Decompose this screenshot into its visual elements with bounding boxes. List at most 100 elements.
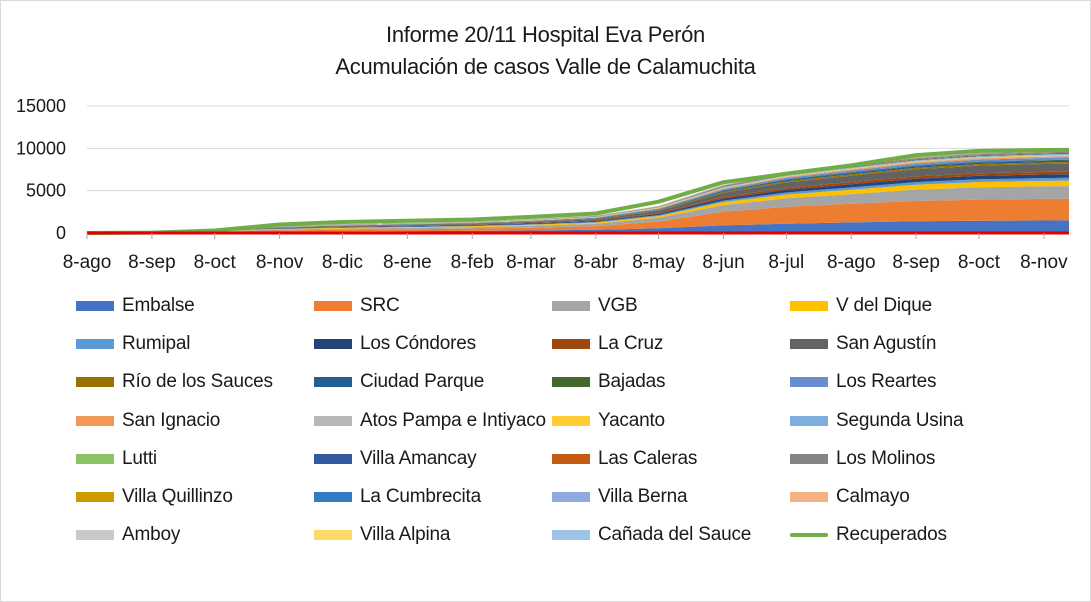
legend-label: VGB — [598, 295, 638, 316]
legend-item: VGB — [552, 294, 638, 318]
legend-swatch — [552, 339, 590, 350]
legend-label: Villa Alpina — [360, 524, 451, 546]
legend-label: Segunda Usina — [836, 409, 964, 431]
x-tick-label: 8-ago — [63, 252, 112, 273]
x-tick-label: 8-oct — [958, 252, 1001, 273]
chart-plot: 0 5000 10000 15000 8-ago 8-sep 8-oct 8-nov 8-dic… — [16, 96, 1070, 273]
legend-swatch — [552, 301, 590, 311]
legend-swatch — [314, 492, 352, 502]
legend-label: Los Molinos — [836, 447, 936, 469]
x-tick-label: 8-ago — [827, 252, 876, 273]
legend-swatch — [552, 453, 590, 464]
legend-label: San Ignacio — [122, 409, 221, 431]
legend-swatch — [552, 415, 590, 426]
legend-swatch — [790, 415, 828, 426]
legend-item: Ciudad Parque — [314, 370, 484, 394]
legend-item: SRC — [314, 294, 400, 318]
legend-item: Recuperados — [790, 523, 947, 547]
legend-swatch — [76, 453, 114, 464]
area-series — [87, 177, 1069, 233]
x-tick-label: 8-feb — [451, 252, 494, 273]
legend-item: Bajadas — [552, 370, 665, 394]
legend-label: Bajadas — [598, 371, 666, 393]
legend-item: Calmayo — [790, 485, 910, 509]
legend-label: Los Cóndores — [360, 333, 476, 355]
legend-swatch — [314, 339, 352, 350]
legend-swatch — [790, 339, 828, 350]
legend-swatch — [314, 453, 352, 464]
legend-label: SRC — [360, 295, 400, 316]
legend-item: Los Cóndores — [314, 332, 476, 356]
legend-label: Villa Berna — [598, 486, 688, 507]
legend-item: Yacanto — [552, 409, 665, 433]
legend-label: La Cumbrecita — [360, 486, 481, 507]
area-series — [87, 180, 1069, 233]
legend-item: Segunda Usina — [790, 409, 964, 433]
legend-item: Rumipal — [76, 332, 190, 356]
legend-swatch — [76, 530, 114, 541]
legend-label: Atos Pampa e Intiyaco — [360, 409, 546, 431]
legend-label: Recuperados — [836, 524, 947, 546]
y-tick-label: 15000 — [16, 96, 66, 116]
x-tick-label: 8-jun — [702, 252, 744, 273]
x-tick-label: 8-nov — [1020, 252, 1068, 273]
legend-swatch — [552, 492, 590, 502]
legend-item: Las Caleras — [552, 447, 697, 471]
legend-item: Río de los Sauces — [76, 370, 273, 394]
x-tick-label: 8-ene — [383, 252, 432, 273]
legend-item: V del Dique — [790, 294, 932, 318]
legend-label: Amboy — [122, 524, 181, 546]
area-series — [87, 198, 1069, 233]
legend-label: Villa Amancay — [360, 447, 477, 469]
legend-label: Cañada del Sauce — [598, 524, 752, 546]
x-tick-label: 8-jul — [768, 252, 804, 273]
legend-swatch — [552, 530, 590, 541]
legend-label: Calmayo — [836, 486, 910, 507]
legend-label: Yacanto — [598, 409, 665, 431]
chart-subtitle: Acumulación de casos Valle de Calamuchit… — [335, 54, 756, 79]
legend-label: Ciudad Parque — [360, 371, 485, 393]
legend-item: Los Molinos — [790, 447, 935, 471]
legend-swatch — [790, 453, 828, 464]
x-tick-label: 8-sep — [128, 252, 176, 273]
legend-label: Lutti — [122, 447, 157, 469]
legend-item: La Cumbrecita — [314, 485, 481, 509]
legend-item: Embalse — [76, 294, 195, 318]
x-tick-label: 8-mar — [506, 252, 556, 273]
y-tick-label: 0 — [56, 223, 66, 243]
legend-swatch — [790, 301, 828, 311]
legend-item: La Cruz — [552, 332, 663, 356]
legend-swatch — [790, 533, 828, 538]
legend-label: Las Caleras — [598, 447, 698, 469]
legend-swatch — [790, 377, 828, 388]
legend-swatch — [76, 492, 114, 502]
area-series — [87, 186, 1069, 233]
y-tick-label: 5000 — [26, 181, 66, 201]
area-series — [87, 174, 1069, 233]
legend-item: Atos Pampa e Intiyaco — [314, 409, 546, 433]
legend-label: La Cruz — [598, 333, 664, 355]
legend-swatch — [314, 530, 352, 541]
legend-item: San Agustín — [790, 332, 936, 356]
legend-swatch — [76, 415, 114, 426]
legend-item: Cañada del Sauce — [552, 523, 751, 547]
legend-label: Villa Quillinzo — [122, 486, 233, 507]
legend-label: Río de los Sauces — [122, 371, 273, 393]
legend-item: Villa Alpina — [314, 523, 450, 547]
legend-label: Embalse — [122, 295, 195, 316]
area-series — [87, 220, 1069, 233]
chart-title: Informe 20/11 Hospital Eva Perón — [386, 22, 705, 47]
x-tick-label: 8-sep — [892, 252, 940, 273]
x-tick-label: 8-dic — [322, 252, 363, 273]
y-tick-label: 10000 — [16, 138, 66, 158]
x-tick-label: 8-may — [632, 252, 685, 273]
legend-swatch — [552, 377, 590, 388]
legend-item: San Ignacio — [76, 409, 220, 433]
legend-swatch — [76, 301, 114, 311]
legend-swatch — [314, 415, 352, 426]
legend-swatch — [76, 339, 114, 350]
legend-swatch — [314, 377, 352, 388]
legend-label: Rumipal — [122, 333, 191, 355]
x-tick-label: 8-oct — [194, 252, 237, 273]
